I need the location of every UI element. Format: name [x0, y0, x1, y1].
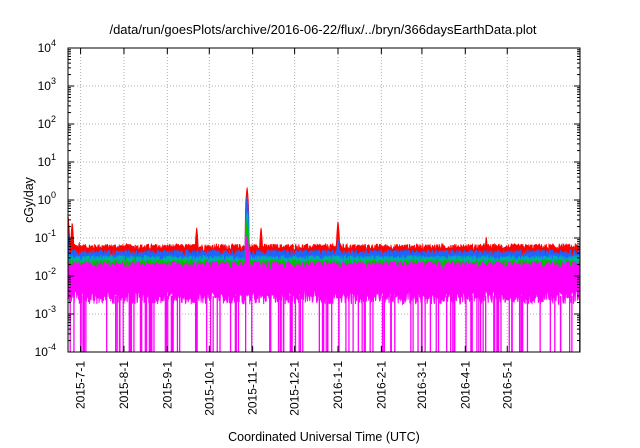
x-tick-label: 2016-4-1 — [458, 361, 472, 409]
x-axis-label: Coordinated Universal Time (UTC) — [228, 430, 420, 444]
y-tick-labels: 10-4 10-3 10-2 10-1 100 101 102 103 104 — [35, 38, 56, 359]
y-axis-label: cGy/day — [22, 176, 36, 223]
x-tick-label: 2015-12-1 — [288, 361, 302, 416]
x-tick-label: 2016-3-1 — [415, 361, 429, 409]
series-trace — [67, 195, 581, 267]
y-tick-label: 100 — [38, 190, 56, 207]
x-tick-label: 2015-8-1 — [117, 361, 131, 409]
x-tick-label: 2015-10-1 — [202, 361, 216, 416]
x-tick-label: 2016-1-1 — [331, 361, 345, 409]
y-tick-label: 102 — [38, 114, 56, 131]
y-tick-label: 10-4 — [35, 342, 56, 359]
y-tick-label: 10-1 — [35, 228, 56, 245]
y-tick-label: 104 — [38, 38, 56, 55]
x-tick-labels: 2015-7-1 2015-8-1 2015-9-1 2015-10-1 2015-11… — [74, 361, 515, 416]
y-tick-label: 10-3 — [35, 304, 56, 321]
x-tick-label: 2015-7-1 — [74, 361, 88, 409]
data-series — [67, 186, 581, 352]
series-0 — [67, 186, 581, 261]
y-tick-label: 101 — [38, 152, 56, 169]
ticks — [68, 47, 580, 353]
series-4 — [67, 234, 581, 352]
x-tick-label: 2016-5-1 — [500, 361, 514, 409]
series-1 — [67, 195, 581, 267]
x-tick-label: 2015-11-1 — [246, 361, 260, 415]
y-tick-label: 10-2 — [35, 266, 56, 283]
x-tick-label: 2015-9-1 — [160, 361, 174, 409]
series-trace — [67, 186, 581, 261]
y-tick-label: 103 — [38, 76, 56, 93]
chart-title: /data/run/goesPlots/archive/2016-06-22/f… — [109, 22, 536, 37]
x-tick-label: 2016-2-1 — [374, 361, 388, 409]
